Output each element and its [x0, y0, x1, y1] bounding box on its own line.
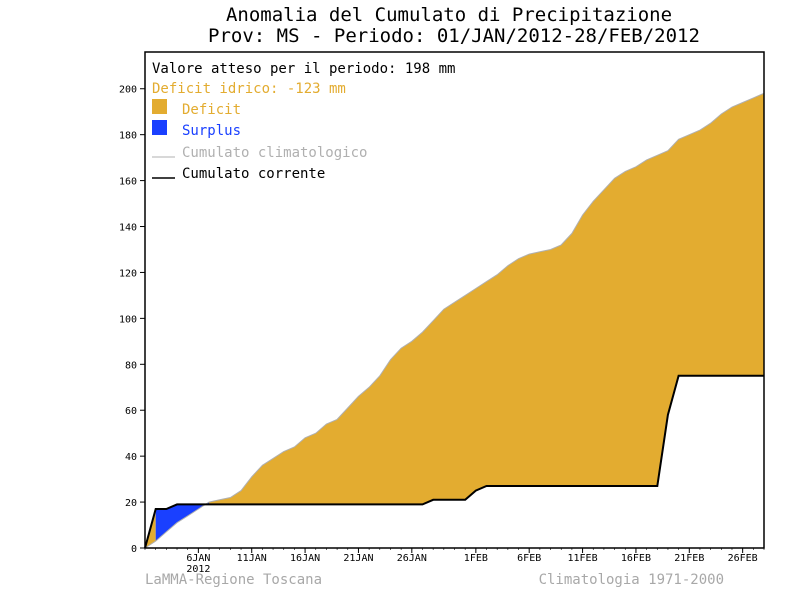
y-tick-label: 200: [119, 85, 137, 96]
surplus-area-1: [155, 502, 209, 542]
y-tick-label: 80: [125, 360, 137, 371]
x-tick-label: 11FEB: [568, 553, 598, 564]
y-tick-label: 140: [119, 223, 137, 234]
y-tick-label: 0: [131, 544, 137, 555]
x-tick-label: 21FEB: [674, 553, 704, 564]
deficit-value-text: Deficit idrico: -123 mm: [152, 81, 346, 97]
legend-current-label: Cumulato corrente: [182, 166, 325, 182]
y-tick-label: 20: [125, 498, 137, 509]
x-tick-label: 6FEB: [517, 553, 541, 564]
x-tick-label: 16FEB: [621, 553, 651, 564]
x-tick-label: 6JAN: [186, 553, 210, 564]
chart-subtitle: Prov: MS - Periodo: 01/JAN/2012-28/FEB/2…: [208, 25, 700, 47]
plot-area: [144, 92, 765, 549]
footer-source: LaMMA-Regione Toscana: [145, 572, 322, 588]
year-label: 2012: [186, 564, 210, 575]
x-tick-label: 26FEB: [728, 553, 758, 564]
current-line: [144, 374, 764, 549]
x-tick-label: 26JAN: [397, 553, 427, 564]
y-tick-label: 40: [125, 452, 137, 463]
expected-value-text: Valore atteso per il periodo: 198 mm: [152, 61, 455, 77]
y-tick-label: 60: [125, 406, 137, 417]
y-tick-label: 120: [119, 268, 137, 279]
climatological-line: [144, 92, 765, 549]
x-tick-label: 21JAN: [343, 553, 373, 564]
chart-title: Anomalia del Cumulato di Precipitazione: [226, 4, 672, 26]
legend: Valore atteso per il periodo: 198 mm Def…: [152, 61, 455, 182]
y-tick-label: 100: [119, 314, 137, 325]
x-tick-label: 1FEB: [464, 553, 488, 564]
legend-surplus-label: Surplus: [182, 123, 241, 139]
x-tick-label: 11JAN: [237, 553, 267, 564]
footer-climatology: Climatologia 1971-2000: [539, 572, 724, 588]
legend-surplus-swatch: [152, 120, 167, 135]
legend-climatological-label: Cumulato climatologico: [182, 145, 367, 161]
deficit-area-2: [209, 93, 764, 505]
y-tick-label: 180: [119, 131, 137, 142]
x-tick-label: 16JAN: [290, 553, 320, 564]
legend-deficit-swatch: [152, 99, 167, 114]
y-tick-label: 160: [119, 177, 137, 188]
axes: 0 20 40 60 80 100 120 140 160 180 200 6JAN 11JAN 16JA…: [119, 51, 765, 575]
legend-deficit-label: Deficit: [182, 102, 241, 118]
